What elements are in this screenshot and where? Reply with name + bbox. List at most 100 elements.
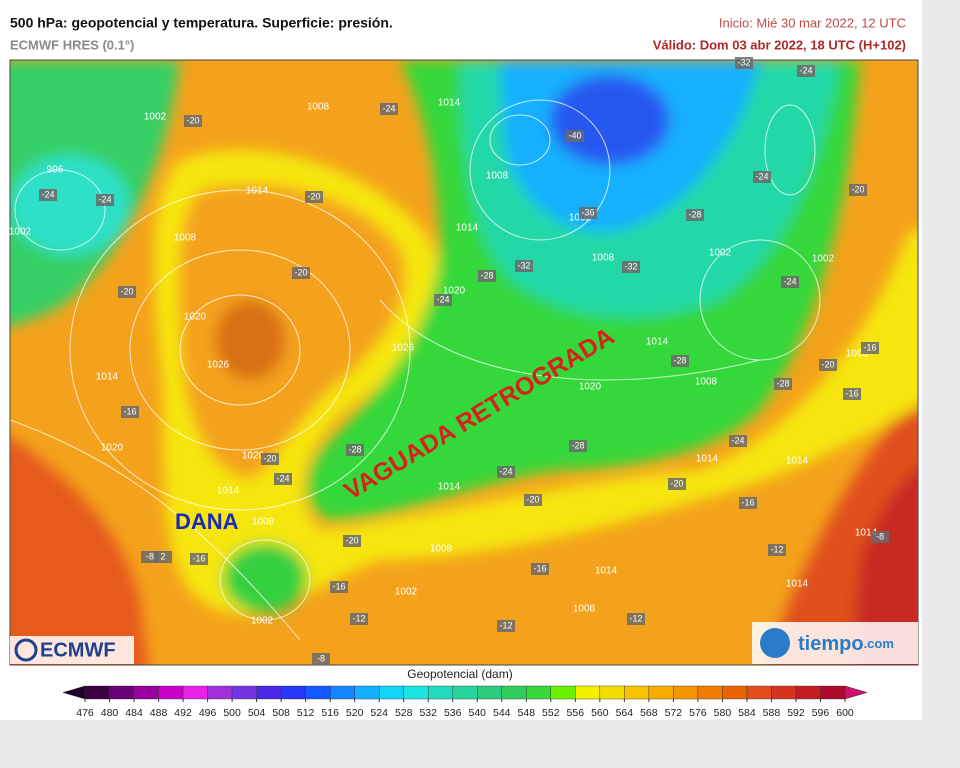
isobar-label: 1002 xyxy=(812,254,835,265)
temperature-label: -8 xyxy=(146,551,154,561)
temperature-label: -16 xyxy=(533,563,546,573)
temperature-box xyxy=(184,115,202,127)
temperature-box xyxy=(843,388,861,400)
geopotential-field xyxy=(10,60,918,665)
isobar-label: 1008 xyxy=(252,517,275,528)
temperature-label: -28 xyxy=(480,270,493,280)
greenland-cyan xyxy=(10,155,130,255)
temperature-label: -16 xyxy=(123,406,136,416)
isobar-label: 1014 xyxy=(595,566,618,577)
temperature-box xyxy=(819,359,837,371)
isobar-label: 1002 xyxy=(9,227,32,238)
title: 500 hPa: geopotencial y temperatura. Sup… xyxy=(10,15,393,31)
temperature-label: -28 xyxy=(571,440,584,450)
map xyxy=(10,60,918,665)
ridge-core xyxy=(215,300,285,380)
temperature-label: -20 xyxy=(294,267,307,277)
temperature-box xyxy=(305,191,323,203)
isobar-label: 1002 xyxy=(144,112,167,123)
temperature-box xyxy=(753,171,771,183)
temperature-box xyxy=(121,406,139,418)
isobar-label: 1020 xyxy=(242,451,265,462)
temperature-box xyxy=(261,453,279,465)
colorbar-tick-label: 508 xyxy=(272,707,290,719)
temperature-label: -20 xyxy=(263,453,276,463)
colorbar-swatch xyxy=(477,685,502,700)
temperature-label: -28 xyxy=(688,209,701,219)
temperature-label: -20 xyxy=(345,535,358,545)
colorbar-swatch xyxy=(305,685,331,700)
isobar-label: 1026 xyxy=(207,360,230,371)
temperature-label: -28 xyxy=(776,378,789,388)
colorbar-tick-label: 552 xyxy=(542,707,560,719)
model: ECMWF HRES (0.1°) xyxy=(10,37,134,52)
temperature-label: -16 xyxy=(863,342,876,352)
isobar-label: 1008 xyxy=(846,349,869,360)
temperature-box xyxy=(343,535,361,547)
isobar-label: 1014 xyxy=(438,482,461,493)
temperature-label: -24 xyxy=(783,276,796,286)
temperature-label: -12 xyxy=(352,613,365,623)
colorbar-swatch xyxy=(624,685,650,700)
temperature-label: -32 xyxy=(737,57,750,67)
warm-se-core xyxy=(851,467,918,665)
temperature-label: -12 xyxy=(770,544,783,554)
temperature-box xyxy=(39,189,57,201)
temperature-box xyxy=(118,286,136,298)
map-labels: 1002 996 1002 1008 1014 1014 1008 1020 1026 1014 1… xyxy=(9,57,889,665)
temperature-box xyxy=(154,551,172,563)
temperature-box xyxy=(330,581,348,593)
isobar-label: 1008 xyxy=(695,377,718,388)
temperature-label: -16 xyxy=(192,553,205,563)
temperature-label: -28 xyxy=(348,444,361,454)
colorbar: 476 480 484 488 492 496 500 504 508 512 516 520 524 5… xyxy=(62,685,868,719)
colorbar-swatch xyxy=(158,685,184,700)
temperature-box xyxy=(478,270,496,282)
colorbar-swatch xyxy=(501,685,527,700)
colorbar-tick-label: 504 xyxy=(248,707,266,719)
colorbar-tick-label: 484 xyxy=(125,707,143,719)
colorbar-tick-label: 580 xyxy=(714,707,732,719)
colorbar-tick-label: 564 xyxy=(616,707,634,719)
isobar-label: 1008 xyxy=(174,233,197,244)
ridge-orange xyxy=(178,183,406,480)
colorbar-swatch xyxy=(256,685,282,700)
scandinavia-core xyxy=(550,75,670,165)
colorbar-swatch xyxy=(109,685,135,700)
temperature-box xyxy=(849,184,867,196)
isobar-label: 1002 xyxy=(395,587,418,598)
temperature-box xyxy=(768,544,786,556)
temperature-label: -24 xyxy=(499,466,512,476)
isobar-label: 1020 xyxy=(443,286,466,297)
temperature-box xyxy=(668,478,686,490)
colorbar-swatch xyxy=(550,685,576,700)
temperature-label: -24 xyxy=(731,435,744,445)
colorbar-tick-label: 528 xyxy=(395,707,413,719)
isobar-label: 996 xyxy=(47,165,64,176)
temperature-box xyxy=(671,355,689,367)
temperature-box xyxy=(350,613,368,625)
isobar-label: 1014 xyxy=(786,456,809,467)
temperature-box xyxy=(292,267,310,279)
temperature-box xyxy=(434,294,452,306)
isobar-label: 1014 xyxy=(786,579,809,590)
colorbar-tick-label: 516 xyxy=(321,707,339,719)
colorbar-tick-label: 520 xyxy=(346,707,364,719)
colorbar-swatch xyxy=(697,685,723,700)
colorbar-tick-label: 588 xyxy=(763,707,781,719)
colorbar-swatch xyxy=(452,685,478,700)
temperature-label: -20 xyxy=(307,191,320,201)
colorbar-swatch xyxy=(820,685,846,700)
isobar-label: 1008 xyxy=(486,171,509,182)
temperature-box xyxy=(274,473,292,485)
logo-left: ECMWF xyxy=(40,639,116,661)
temperature-box xyxy=(96,194,114,206)
temperature-box xyxy=(531,563,549,575)
temperature-label: -16 xyxy=(741,497,754,507)
colorbar-swatch xyxy=(133,685,159,700)
map-frame xyxy=(9,59,919,666)
logo-right-name: tiempo xyxy=(798,633,864,655)
isobar-label: 1014 xyxy=(217,486,240,497)
colorbar-tick-label: 496 xyxy=(199,707,217,719)
